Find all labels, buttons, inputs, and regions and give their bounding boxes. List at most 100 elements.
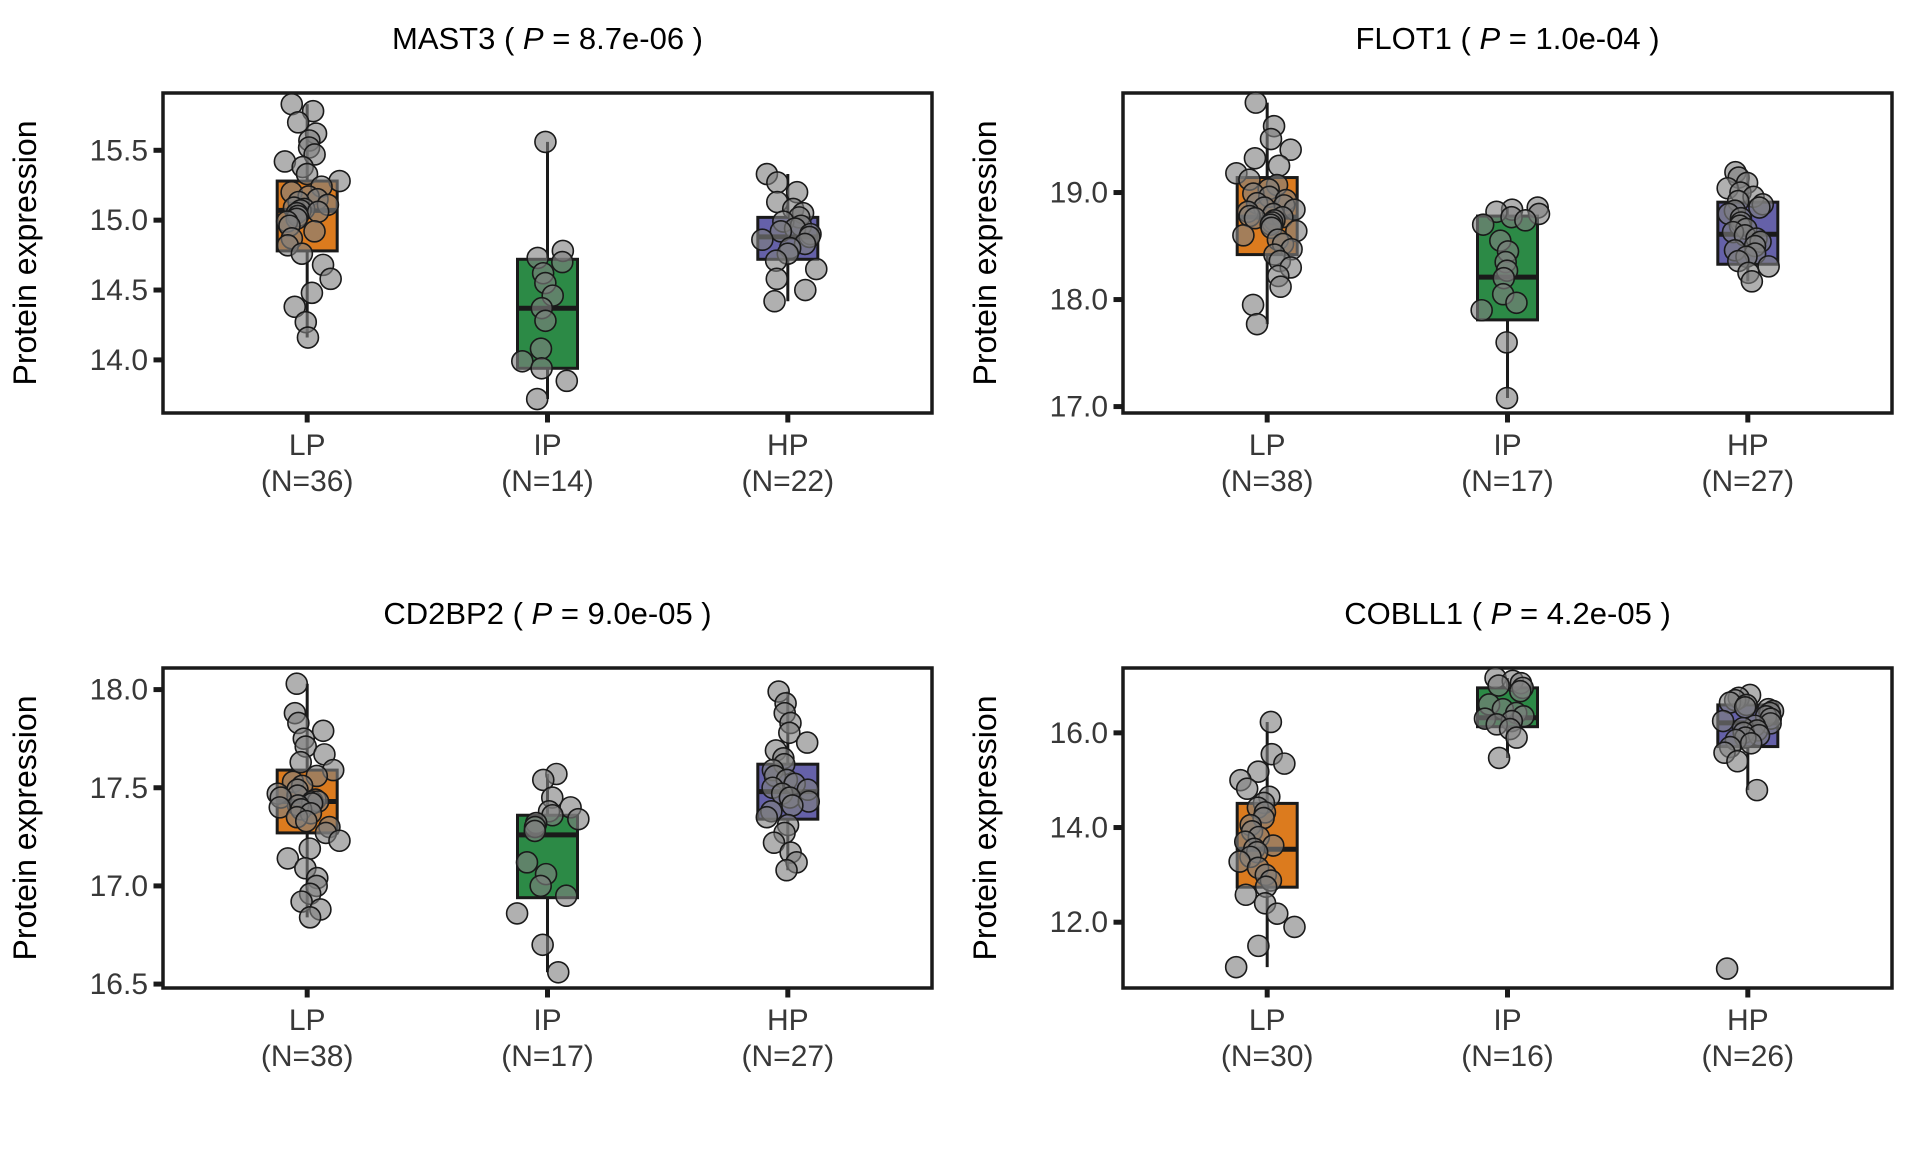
jitter-point — [534, 130, 557, 154]
y-tick-label: 18.0 — [90, 674, 148, 707]
x-tick-label-n: (N=22) — [742, 465, 835, 498]
jitter-point — [306, 200, 330, 224]
x-tick-label-n: (N=16) — [1461, 1040, 1554, 1073]
jitter-point — [1487, 674, 1510, 697]
jitter-point — [298, 837, 322, 860]
jitter-point — [751, 228, 774, 252]
jitter-point — [795, 731, 819, 754]
jitter-point — [1471, 213, 1495, 236]
jitter-point — [781, 794, 804, 817]
x-tick-label-group: HP — [1727, 429, 1769, 462]
y-tick-label: 17.0 — [90, 870, 148, 903]
jitter-point — [551, 250, 574, 274]
jitter-point — [511, 349, 534, 373]
jitter-point — [298, 906, 322, 929]
panel-title: MAST3 ( P = 8.7e-06 ) — [392, 21, 703, 56]
y-tick-label: 18.0 — [1050, 284, 1108, 317]
x-tick-label-group: IP — [1493, 429, 1521, 462]
y-tick-label: 16.5 — [90, 968, 148, 1001]
jitter-point — [1745, 778, 1769, 802]
jitter-point — [1269, 275, 1292, 299]
jitter-point — [1740, 270, 1764, 293]
x-tick-label-group: IP — [533, 1004, 561, 1037]
panel-title: CD2BP2 ( P = 9.0e-05 ) — [383, 596, 711, 631]
jitter-point — [505, 902, 529, 925]
panel-FLOT1: FLOT1 ( P = 1.0e-04 ) Protein expression 1… — [967, 21, 1894, 498]
jitter-point — [1495, 331, 1518, 354]
jitter-point — [762, 831, 786, 855]
jitter-point — [1224, 955, 1248, 979]
y-tick-label: 14.0 — [1050, 812, 1108, 845]
jitter-point — [1470, 298, 1493, 322]
x-tick-label-n: (N=17) — [501, 1040, 594, 1073]
x-tick-label-n: (N=14) — [501, 465, 594, 498]
jitter-point — [529, 874, 552, 898]
jitter-point — [530, 356, 553, 380]
jitter-point — [1748, 196, 1771, 219]
y-tick-label: 15.0 — [90, 204, 148, 237]
jitter-point — [1235, 777, 1259, 801]
jitter-point — [1267, 154, 1291, 178]
jitter-point — [567, 807, 590, 831]
jitter-point — [804, 257, 828, 281]
jitter-point — [1273, 752, 1296, 775]
jitter-point — [1715, 957, 1739, 980]
jitter-point — [523, 819, 547, 843]
y-axis-title: Protein expression — [967, 120, 1003, 385]
jitter-point — [525, 387, 549, 411]
panel-COBLL1: COBLL1 ( P = 4.2e-05 ) Protein expression… — [967, 596, 1894, 1073]
jitter-point — [1232, 224, 1255, 247]
jitter-point — [1487, 746, 1511, 770]
jitter-point — [295, 162, 319, 186]
y-tick-label: 14.5 — [90, 274, 148, 307]
jitter-point — [301, 99, 325, 123]
jitter-point — [1259, 127, 1283, 151]
jitter-point — [1505, 726, 1528, 749]
jitter-point — [289, 750, 312, 774]
jitter-point — [328, 829, 351, 853]
y-axis-title: Protein expression — [967, 695, 1003, 960]
jitter-point — [1505, 291, 1528, 315]
x-tick-label-n: (N=38) — [261, 1040, 354, 1073]
x-tick-label-n: (N=27) — [1702, 465, 1795, 498]
jitter-point — [1279, 138, 1302, 162]
jitter-point — [765, 267, 789, 291]
jitter-point — [311, 719, 335, 743]
jitter-point — [294, 809, 318, 833]
x-tick-label-n: (N=30) — [1221, 1040, 1314, 1073]
jitter-point — [1733, 695, 1757, 719]
jitter-point — [534, 309, 557, 333]
jitter-point — [290, 242, 314, 265]
jitter-point — [283, 295, 307, 319]
panel-CD2BP2: CD2BP2 ( P = 9.0e-05 ) Protein expression… — [7, 596, 934, 1073]
x-tick-label-group: IP — [1493, 1004, 1521, 1037]
jitter-point — [286, 111, 310, 134]
jitter-point — [1241, 293, 1265, 317]
jitter-point — [1244, 91, 1268, 114]
x-tick-label-n: (N=27) — [742, 1040, 835, 1073]
y-tick-label: 12.0 — [1050, 906, 1108, 939]
jitter-point — [531, 768, 555, 792]
jitter-point — [1283, 915, 1306, 939]
jitter-point — [1508, 679, 1532, 703]
x-tick-label-group: HP — [767, 1004, 809, 1037]
y-axis-title: Protein expression — [7, 120, 43, 385]
y-tick-label: 16.0 — [1050, 717, 1108, 750]
x-tick-label-n: (N=26) — [1702, 1040, 1795, 1073]
x-tick-label-group: IP — [533, 429, 561, 462]
x-tick-label-n: (N=17) — [1461, 465, 1554, 498]
x-tick-label-group: LP — [1249, 429, 1286, 462]
jitter-point — [531, 933, 554, 957]
jitter-point — [529, 337, 553, 361]
y-tick-label: 15.5 — [90, 134, 148, 167]
x-tick-label-group: HP — [767, 429, 809, 462]
jitter-point — [554, 884, 578, 908]
panel-title: FLOT1 ( P = 1.0e-04 ) — [1355, 21, 1659, 56]
y-axis-title: Protein expression — [7, 695, 43, 960]
jitter-point — [1757, 255, 1780, 278]
y-tick-label: 19.0 — [1050, 177, 1108, 210]
jitter-point — [1726, 749, 1749, 773]
y-tick-label: 17.0 — [1050, 391, 1108, 424]
